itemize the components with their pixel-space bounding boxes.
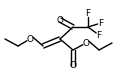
Text: O: O — [83, 39, 90, 47]
Text: F: F — [85, 8, 91, 18]
Text: F: F — [96, 30, 102, 40]
Text: F: F — [98, 19, 104, 27]
Text: O: O — [70, 62, 76, 70]
Text: O: O — [56, 16, 64, 24]
Text: O: O — [27, 35, 33, 43]
